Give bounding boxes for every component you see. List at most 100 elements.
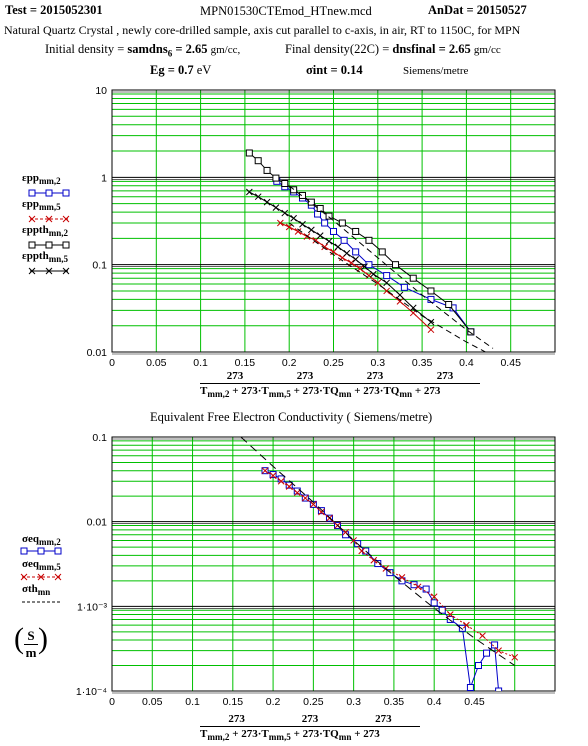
- x2p2: + 273: [232, 728, 258, 740]
- c2-ytick: 0.1: [92, 432, 107, 444]
- c1-series-1-point: [374, 279, 382, 287]
- c2-series-0-point: [495, 687, 503, 691]
- chart1-xlabel: 273 273 273 273 Tmm,2 + 273·Tmm,5 + 273·…: [200, 370, 500, 399]
- c2-series-1-point: [463, 621, 470, 629]
- c1-xtick: 0.3: [370, 357, 385, 369]
- eg-value: 0.7: [177, 63, 194, 77]
- initial-density-unit: gm/cc,: [210, 44, 241, 56]
- legend-1-item-2: εppthmn,2: [22, 224, 68, 238]
- c2-series-0-point: [466, 683, 474, 691]
- c2-series-1-point: [269, 472, 277, 479]
- initial-density-value: 2.65: [185, 42, 208, 56]
- sigma-label: σint: [306, 63, 328, 77]
- chart2-xlabel: 273 273 273 Tmm,2 + 273·Tmm,5 + 273·TQmn…: [200, 713, 440, 742]
- x2p7: mn: [338, 732, 352, 743]
- test-label: Test: [5, 3, 27, 17]
- c1-series-3-point: [343, 249, 351, 257]
- legend-2-item-1: σeqmm,5: [22, 558, 61, 572]
- legend-1-item-1: εppmm,5: [22, 198, 61, 212]
- x1p8: + 273: [354, 385, 380, 397]
- c2-series-1-point: [277, 477, 285, 485]
- c2-series-0-point: [483, 649, 491, 657]
- c1-series-3-point: [299, 220, 306, 228]
- chart1-xlabel-den: Tmm,2 + 273·Tmm,5 + 273·TQmn + 273·TQmn …: [200, 383, 480, 399]
- chart2-ylabel-den: m: [25, 645, 37, 660]
- final-density: Final density(22C) = dnsfinal = 2.65 gm/…: [285, 42, 501, 56]
- sigma-value: 0.14: [340, 63, 363, 77]
- legend-1-sub-3: mn,5: [48, 254, 68, 265]
- chart2-xlabel-num-2: 273: [301, 713, 319, 725]
- test-label-line: Test = 2015052301: [5, 3, 103, 17]
- c1-xtick: 0: [109, 357, 115, 369]
- c1-series-line-1: [280, 222, 432, 331]
- chart1-xlabel-nums: 273 273 273 273: [200, 370, 480, 382]
- c1-series-3-point: [361, 263, 368, 270]
- c2-xtick: 0.3: [346, 696, 361, 708]
- c1-series-3-point: [334, 243, 342, 251]
- legend-2-swatch-marker-0: [20, 547, 28, 555]
- c2-series-1-point: [318, 508, 325, 516]
- chart2-xlabel-nums: 273 273 273: [200, 713, 420, 725]
- c2-ytick: 1·10⁻⁴: [76, 686, 107, 698]
- c1-series-line-3: [249, 191, 432, 323]
- c2-series-line-2: [240, 437, 515, 666]
- c1-series-1-point: [303, 233, 311, 240]
- x1p7: mn: [338, 389, 352, 400]
- legend-1-item-3: εppthmn,5: [22, 250, 68, 264]
- c1-series-2-point: [365, 236, 373, 244]
- c2-series-0-point: [317, 507, 325, 515]
- initial-density-var: samdns: [127, 42, 168, 56]
- c1-series-1-point: [276, 219, 284, 227]
- x2p0: T: [200, 728, 208, 740]
- c1-series-2-point: [325, 212, 333, 220]
- legend-1-label-0: εpp: [22, 172, 39, 184]
- c1-series-2-point: [245, 149, 253, 157]
- c2-series-0-point: [446, 615, 454, 623]
- andat-label: AnDat: [428, 3, 464, 17]
- c1-series-line-4: [288, 185, 494, 349]
- x1p2: + 273: [232, 385, 258, 397]
- chart1-xlabel-num-2: 273: [296, 370, 314, 382]
- c2-series-0-point: [458, 624, 466, 632]
- legend-2-label-2: σth: [22, 583, 38, 595]
- legend-2-sub-2: mn: [37, 587, 51, 598]
- chart2-ylabel-num: S: [27, 628, 35, 643]
- legend-1-swatch-marker-2: [62, 241, 70, 249]
- c1-series-3-point: [383, 279, 391, 287]
- legend-1-sub-1: mm,5: [38, 202, 61, 213]
- c2-series-1-point: [479, 632, 486, 640]
- x2p3: T: [261, 728, 269, 740]
- c2-series-1-point: [495, 647, 502, 654]
- c1-series-line-5: [288, 222, 487, 352]
- chart2-xlabel-den: Tmm,2 + 273·Tmm,5 + 273·TQmn + 273: [200, 726, 420, 742]
- chart1-xlabel-num-4: 273: [436, 370, 454, 382]
- x2p4: mm,5: [268, 732, 291, 743]
- c2-series-0-point: [491, 641, 499, 649]
- c2-series-1-point: [430, 593, 438, 601]
- c1-series-3-point: [307, 226, 315, 234]
- c1-series-3-point: [396, 291, 404, 299]
- c2-ytick: 0.01: [87, 517, 108, 529]
- c1-frame: [111, 89, 556, 353]
- c2-xtick: 0.45: [464, 696, 485, 708]
- x2p6: TQ: [322, 728, 339, 740]
- c2-series-group: [240, 437, 519, 691]
- x1p6: TQ: [322, 385, 339, 397]
- c2-series-1-point: [398, 573, 406, 581]
- legend-1-label-3: εppth: [22, 250, 49, 262]
- c2-ytick: 1·10⁻³: [77, 601, 108, 613]
- c1-xtick: 0.45: [500, 357, 521, 369]
- c1-series-0-point: [340, 236, 348, 244]
- legend-1-swatch-marker-0: [28, 189, 36, 197]
- legend-2-swatch-marker-1: [54, 573, 62, 581]
- legend-1-swatch-marker-2: [45, 241, 53, 249]
- c1-series-2-point: [263, 166, 271, 174]
- andat-label-line: AnDat = 20150527: [428, 3, 527, 17]
- c1-xtick: 0.1: [193, 357, 208, 369]
- c2-xtick: 0: [109, 696, 115, 708]
- initial-density-label: Initial density: [45, 42, 115, 56]
- c2-series-0-point: [422, 585, 430, 593]
- c2-series-1-point: [310, 501, 317, 508]
- chart1-xlabel-num-3: 273: [366, 370, 384, 382]
- test-value: 2015052301: [40, 3, 103, 17]
